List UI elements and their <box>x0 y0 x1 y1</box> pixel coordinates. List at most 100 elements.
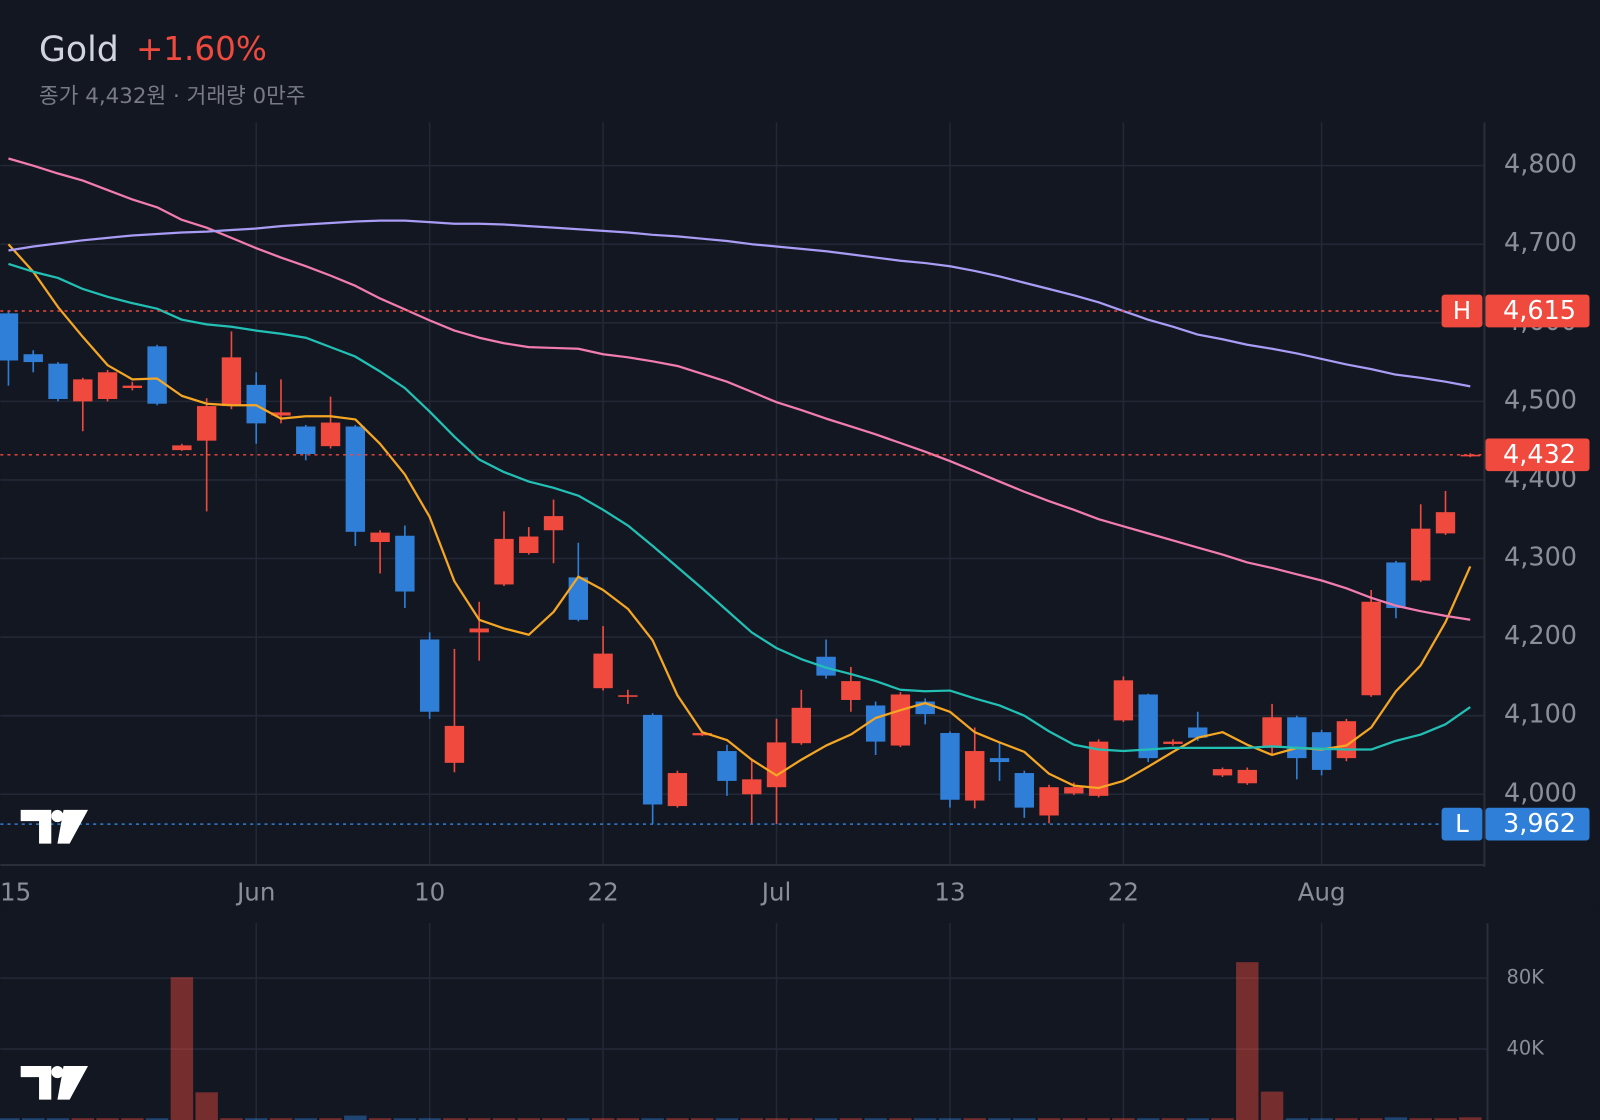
volume-bar <box>1285 1118 1309 1120</box>
candle-body <box>246 384 266 424</box>
volume-bar <box>567 1118 590 1120</box>
candle-body <box>940 732 960 800</box>
volume-bar <box>1384 1117 1408 1120</box>
volume-bar <box>517 1118 540 1120</box>
candle-body <box>1014 773 1034 808</box>
candle-body <box>890 694 911 746</box>
volume-bar <box>839 1118 863 1120</box>
volume-bar <box>765 1118 788 1120</box>
x-tick-label: Jun <box>235 878 275 907</box>
candle-body <box>717 751 737 781</box>
candle-body <box>122 385 143 389</box>
candle-body <box>1237 769 1257 784</box>
volume-bar <box>319 1118 342 1120</box>
volume-bar <box>443 1118 466 1120</box>
candle-body <box>841 681 861 700</box>
candle-body <box>1138 694 1158 759</box>
candle-body <box>48 363 68 400</box>
volume-bar <box>690 1118 714 1120</box>
volume-bar <box>1136 1118 1160 1120</box>
x-tick-label: 22 <box>1108 878 1139 907</box>
volume-bar <box>1459 1117 1482 1120</box>
candle-body <box>97 372 118 400</box>
volume-bar <box>96 1118 119 1120</box>
volume-bar <box>393 1118 417 1120</box>
candle-body <box>1361 601 1381 696</box>
candle-body <box>989 758 1010 763</box>
y-tick-label: 4,000 <box>1504 778 1577 808</box>
y-tick-label: 40K <box>1507 1037 1546 1060</box>
candle-body <box>543 516 564 531</box>
candle-body <box>1064 787 1084 794</box>
volume-bar <box>814 1118 838 1120</box>
y-tick-label: 4,300 <box>1504 543 1577 573</box>
y-tick-label: 4,200 <box>1504 621 1577 651</box>
candle-body <box>1163 741 1183 744</box>
candle-body <box>296 426 316 455</box>
volume-bar <box>418 1118 441 1120</box>
volume-bar <box>244 1118 268 1120</box>
volume-bar <box>1335 1118 1358 1120</box>
volume-bar <box>170 977 194 1120</box>
candle-body <box>147 346 167 404</box>
volume-bar <box>1211 1118 1234 1120</box>
candle-body <box>766 742 787 788</box>
volume-bar <box>467 1118 491 1120</box>
volume-bar <box>368 1118 392 1120</box>
ma-line <box>8 157 1471 621</box>
volume-bar <box>889 1118 912 1120</box>
candle-body <box>494 538 514 585</box>
candle-body <box>469 628 489 633</box>
candle-body <box>816 656 836 676</box>
volume-bar <box>220 1118 243 1120</box>
volume-bar <box>294 1118 317 1120</box>
candle-body <box>965 751 985 801</box>
volume-bar <box>591 1118 615 1120</box>
volume-bar <box>1013 1118 1036 1120</box>
y-tick-label: 4,500 <box>1504 385 1577 415</box>
price-tag: L <box>1455 809 1469 838</box>
volume-bar <box>963 1118 986 1120</box>
volume-bar <box>1236 962 1259 1120</box>
volume-bar <box>22 1118 45 1120</box>
candle-body <box>196 406 217 441</box>
price-tag-box <box>1441 807 1483 841</box>
candle-body <box>1039 787 1059 816</box>
volume-bar <box>195 1092 218 1120</box>
x-tick-label: 10 <box>414 878 445 907</box>
ma-line <box>8 262 1471 753</box>
volume-bar <box>666 1118 689 1120</box>
volume-bar <box>1037 1118 1061 1120</box>
volume-pane: 40K 80K <box>0 906 1600 1120</box>
volume-bar <box>1161 1118 1185 1120</box>
volume-bar <box>542 1118 565 1120</box>
ma-line <box>8 219 1471 388</box>
candle-body <box>1212 769 1233 776</box>
candle-body <box>1287 717 1307 759</box>
change: +1.60% <box>136 30 267 68</box>
candle-body <box>568 577 589 620</box>
ma-line <box>7 243 1472 790</box>
candle-body <box>1113 680 1134 721</box>
volume-bar <box>492 1118 516 1120</box>
volume-bar <box>1112 1118 1135 1120</box>
price-tag: H <box>1453 296 1471 325</box>
volume-bar <box>988 1118 1011 1120</box>
volume-bar <box>1434 1118 1457 1120</box>
price-label-box <box>1485 438 1590 472</box>
x-tick-label: Jul <box>760 878 792 907</box>
volume-bar <box>0 1118 20 1120</box>
candle-body <box>1411 528 1431 581</box>
candle-body <box>593 653 613 689</box>
candle-body <box>345 426 366 532</box>
candle-body <box>742 779 762 795</box>
volume-bar <box>715 1118 739 1120</box>
candle-body <box>1311 732 1332 770</box>
logo <box>20 1065 89 1100</box>
candle-body <box>1386 562 1406 609</box>
candle-body <box>642 714 663 805</box>
x-tick-label: 13 <box>934 878 965 907</box>
y-tick-label: 4,700 <box>1504 228 1577 258</box>
